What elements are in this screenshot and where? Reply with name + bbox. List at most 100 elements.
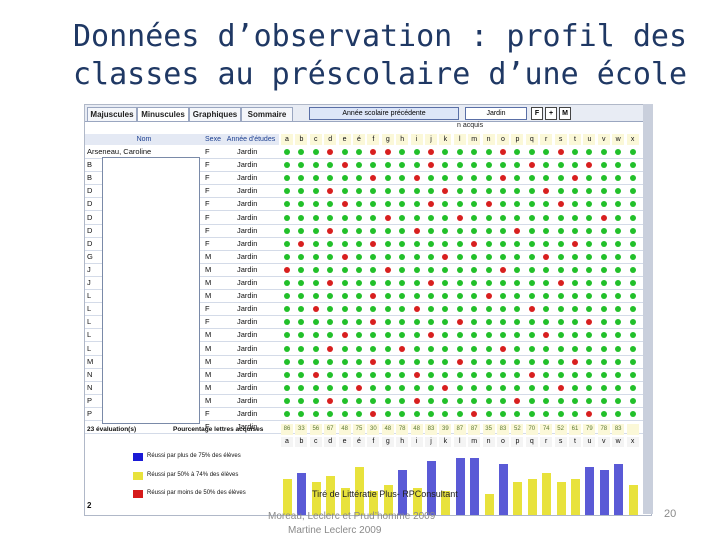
mastery-dot[interactable] [456,306,463,313]
mastery-dot[interactable] [572,332,578,339]
tab-minuscules[interactable]: Minuscules [137,107,189,121]
mastery-dot[interactable] [442,345,449,352]
mastery-dot[interactable] [428,266,434,273]
mastery-dot[interactable] [528,240,535,247]
mastery-dot[interactable] [341,293,348,300]
mastery-dot[interactable] [485,149,492,155]
mastery-dot[interactable] [356,293,362,300]
mastery-dot[interactable] [341,188,348,195]
mastery-dot[interactable] [370,240,377,247]
mastery-dot[interactable] [370,319,377,326]
mastery-dot[interactable] [528,188,535,195]
mastery-dot[interactable] [543,397,550,404]
mastery-dot[interactable] [327,240,334,247]
mastery-dot[interactable] [370,253,377,260]
mastery-dot[interactable] [528,175,535,182]
mastery-dot[interactable] [514,253,521,260]
mastery-dot[interactable] [456,332,463,339]
mastery-dot[interactable] [572,253,578,260]
mastery-dot[interactable] [413,175,420,182]
mastery-dot[interactable] [312,280,319,286]
mastery-dot[interactable] [471,397,478,404]
mastery-dot[interactable] [428,214,434,221]
mastery-dot[interactable] [356,306,362,313]
mastery-dot[interactable] [543,411,550,417]
mastery-dot[interactable] [442,358,449,365]
mastery-dot[interactable] [528,293,535,300]
mastery-dot[interactable] [298,201,305,208]
mastery-dot[interactable] [572,397,578,404]
mastery-dot[interactable] [327,397,334,404]
mastery-dot[interactable] [456,358,463,365]
mastery-dot[interactable] [456,227,463,234]
mastery-dot[interactable] [312,175,319,182]
mastery-dot[interactable] [312,319,319,326]
mastery-dot[interactable] [327,332,334,339]
mastery-dot[interactable] [543,293,550,300]
mastery-dot[interactable] [413,319,420,326]
mastery-dot[interactable] [341,371,348,378]
mastery-dot[interactable] [485,397,492,404]
mastery-dot[interactable] [471,384,478,391]
mastery-dot[interactable] [543,227,550,234]
mastery-dot[interactable] [312,397,319,404]
student-name[interactable]: L [87,343,92,353]
mastery-dot[interactable] [298,358,305,365]
mastery-dot[interactable] [600,175,607,182]
mastery-dot[interactable] [528,358,535,365]
mastery-dot[interactable] [428,397,434,404]
mastery-dot[interactable] [298,397,305,404]
mastery-dot[interactable] [485,280,492,286]
mastery-dot[interactable] [629,371,636,378]
mastery-dot[interactable] [413,188,420,195]
mastery-dot[interactable] [500,371,506,378]
mastery-dot[interactable] [370,345,377,352]
mastery-dot[interactable] [384,266,391,273]
mastery-dot[interactable] [615,162,622,169]
mastery-dot[interactable] [442,319,449,326]
mastery-dot[interactable] [341,411,348,417]
mastery-dot[interactable] [572,293,578,300]
mastery-dot[interactable] [327,345,334,352]
mastery-dot[interactable] [528,280,535,286]
mastery-dot[interactable] [428,332,434,339]
mastery-dot[interactable] [629,240,636,247]
mastery-dot[interactable] [543,201,550,208]
mastery-dot[interactable] [572,384,578,391]
mastery-dot[interactable] [471,358,478,365]
mastery-dot[interactable] [413,162,420,169]
mastery-dot[interactable] [543,266,550,273]
mastery-dot[interactable] [341,280,348,286]
mastery-dot[interactable] [528,397,535,404]
mastery-dot[interactable] [572,214,578,221]
mastery-dot[interactable] [514,227,521,234]
mastery-dot[interactable] [586,149,593,155]
mastery-dot[interactable] [298,319,305,326]
student-name[interactable]: D [87,225,93,235]
mastery-dot[interactable] [384,175,391,182]
mastery-dot[interactable] [528,345,535,352]
mastery-dot[interactable] [528,371,535,378]
mastery-dot[interactable] [370,411,377,417]
mastery-dot[interactable] [428,384,434,391]
mastery-dot[interactable] [327,358,334,365]
mastery-dot[interactable] [327,188,334,195]
male-filter-button[interactable]: M [559,107,571,120]
mastery-dot[interactable] [399,214,406,221]
mastery-dot[interactable] [600,240,607,247]
mastery-dot[interactable] [298,214,305,221]
mastery-dot[interactable] [327,280,334,286]
mastery-dot[interactable] [471,214,478,221]
mastery-dot[interactable] [327,293,334,300]
mastery-dot[interactable] [629,332,636,339]
student-name[interactable]: J [87,278,91,287]
mastery-dot[interactable] [500,227,506,234]
mastery-dot[interactable] [399,306,406,313]
mastery-dot[interactable] [428,345,434,352]
mastery-dot[interactable] [500,214,506,221]
mastery-dot[interactable] [327,384,334,391]
mastery-dot[interactable] [370,149,377,155]
mastery-dot[interactable] [356,345,362,352]
mastery-dot[interactable] [600,201,607,208]
mastery-dot[interactable] [428,280,434,286]
